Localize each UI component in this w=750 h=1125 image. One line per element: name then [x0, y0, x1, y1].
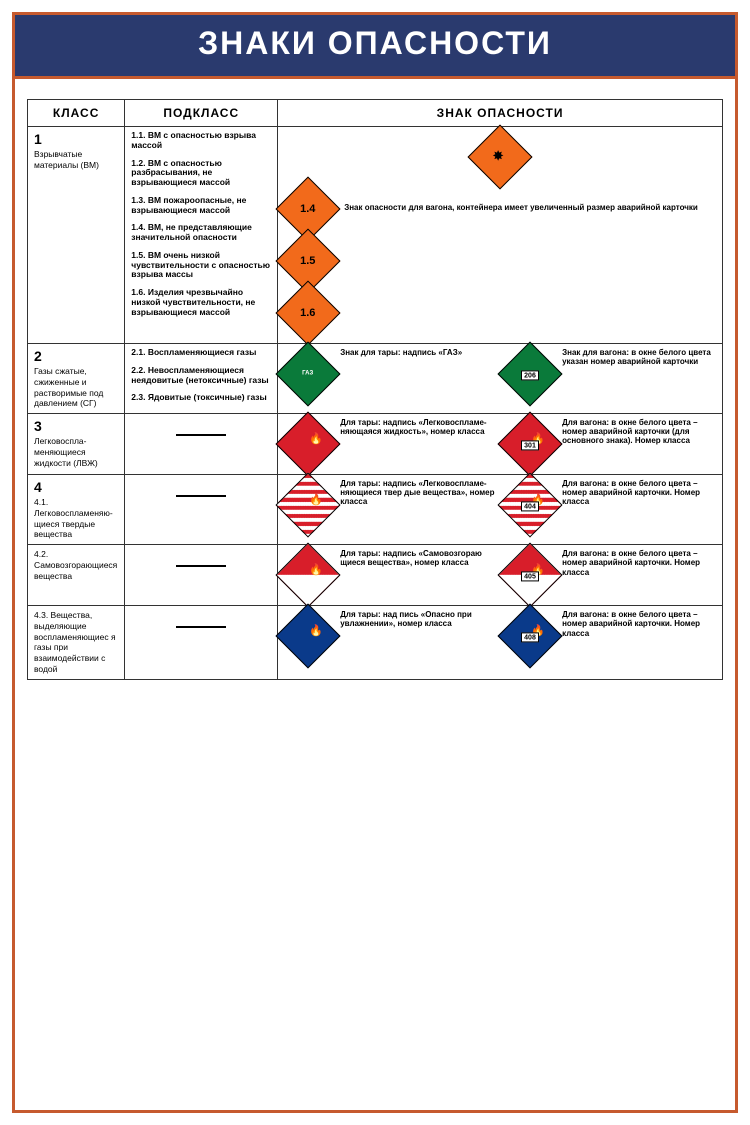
sign-text: Знак для тары: надпись «ГАЗ»	[340, 348, 496, 357]
class-cell: 4.3. Вещества, выделяющие воспламеняющие…	[28, 606, 125, 680]
class-description: 4.3. Вещества, выделяющие воспламеняющие…	[34, 610, 116, 674]
class-description: Газы сжатые, сжиженные и растворимые под…	[34, 366, 103, 408]
table-row: 4.3. Вещества, выделяющие воспламеняющие…	[28, 606, 723, 680]
dash-icon	[176, 626, 226, 628]
class-description: 4.1. Легковоспламеняю-щиеся твердые веще…	[34, 497, 113, 539]
subclass-cell	[125, 545, 278, 606]
signs-cell: 🔥 Для тары: надпись «Самовозгораю щиеся …	[278, 545, 723, 606]
signs-cell: 🔥 Для тары: надпись «Легковоспламе-няюща…	[278, 414, 723, 475]
poster-container: ЗНАКИ ОПАСНОСТИ КЛАСС ПОДКЛАСС ЗНАК ОПАС…	[12, 12, 738, 1113]
dash-icon	[176, 495, 226, 497]
class-cell: 3 Легковоспла-меняющиеся жидкости (ЛВЖ)	[28, 414, 125, 475]
sign-text: Для вагона: в окне белого цвета – номер …	[562, 479, 718, 507]
hazard-sign-spontaneous-combustion-wagon: 🔥405	[507, 552, 553, 598]
header-class: КЛАСС	[28, 100, 125, 127]
dash-icon	[176, 434, 226, 436]
sign-text: Для вагона: в окне белого цвета – номер …	[562, 610, 718, 638]
class-number: 1	[34, 131, 118, 147]
subclass-item: 1.5. ВМ очень низкой чувствительности с …	[131, 251, 271, 280]
hazard-sign-gas-wagon: 206	[507, 351, 553, 397]
class-number: 2	[34, 348, 118, 364]
subclass-cell	[125, 475, 278, 545]
poster-title: ЗНАКИ ОПАСНОСТИ	[15, 15, 735, 79]
subclass-item: 2.3. Ядовитые (токсичные) газы	[131, 393, 271, 403]
hazard-sign-flammable-solid: 🔥	[285, 482, 331, 528]
subclass-cell	[125, 414, 278, 475]
class-cell: 4.2. Самовозгорающиеся вещества	[28, 545, 125, 606]
hazard-sign-1-5: 1.5	[285, 238, 331, 284]
subclass-item: 1.6. Изделия чрезвычайно низкой чувствит…	[131, 288, 271, 317]
signs-cell: 🔥 Для тары: надпись «Легковоспламе-няющи…	[278, 475, 723, 545]
subclass-item: 1.2. ВМ с опасностью разбрасывания, не в…	[131, 159, 271, 188]
hazard-sign-flammable-liquid-wagon: 🔥301	[507, 421, 553, 467]
subclass-item: 2.2. Невоспламеняющиеся неядовитые (нето…	[131, 366, 271, 386]
hazard-sign-water-reactive: 🔥	[285, 613, 331, 659]
class-description: 4.2. Самовозгорающиеся вещества	[34, 549, 117, 581]
class-cell: 4 4.1. Легковоспламеняю-щиеся твердые ве…	[28, 475, 125, 545]
header-subclass: ПОДКЛАСС	[125, 100, 278, 127]
hazard-sign-flammable-liquid: 🔥	[285, 421, 331, 467]
subclass-item: 1.3. ВМ пожароопасные, не взрывающиеся м…	[131, 196, 271, 216]
header-sign: ЗНАК ОПАСНОСТИ	[278, 100, 723, 127]
hazard-sign-spontaneous-combustion: 🔥	[285, 552, 331, 598]
signs-cell: ГАЗ Знак для тары: надпись «ГАЗ» 206 Зна…	[278, 344, 723, 414]
class-number: 4	[34, 479, 118, 495]
sign-text: Для тары: надпись «Самовозгораю щиеся ве…	[340, 549, 496, 567]
subclass-item: 2.1. Воспламеняющиеся газы	[131, 348, 271, 358]
sign-text: Для вагона: в окне белого цвета – номер …	[562, 549, 718, 577]
table-row: 3 Легковоспла-меняющиеся жидкости (ЛВЖ) …	[28, 414, 723, 475]
hazard-sign-1-4: 1.4	[285, 186, 331, 232]
dash-icon	[176, 565, 226, 567]
table-row: 4 4.1. Легковоспламеняю-щиеся твердые ве…	[28, 475, 723, 545]
hazard-sign-1-6: 1.6	[285, 290, 331, 336]
class-description: Взрывчатые материалы (ВМ)	[34, 149, 99, 170]
table-row: 1 Взрывчатые материалы (ВМ) 1.1. ВМ с оп…	[28, 127, 723, 344]
class-cell: 1 Взрывчатые материалы (ВМ)	[28, 127, 125, 344]
subclass-item: 1.1. ВМ с опасностью взрыва массой	[131, 131, 271, 151]
signs-cell: 🔥 Для тары: над пись «Опасно при увлажне…	[278, 606, 723, 680]
sign-text: Для тары: надпись «Легковоспламе-няющаяс…	[340, 418, 496, 436]
row1-note: Знак опасности для вагона, контейнера им…	[344, 203, 698, 212]
hazard-table: КЛАСС ПОДКЛАСС ЗНАК ОПАСНОСТИ 1 Взрывчат…	[27, 99, 723, 680]
subclass-cell: 2.1. Воспламеняющиеся газы 2.2. Невоспла…	[125, 344, 278, 414]
signs-cell: ✸ 1.4 1.5	[278, 127, 723, 344]
class-description: Легковоспла-меняющиеся жидкости (ЛВЖ)	[34, 436, 98, 468]
sign-text: Для вагона: в окне белого цвета – номер …	[562, 418, 718, 446]
subclass-cell: 1.1. ВМ с опасностью взрыва массой 1.2. …	[125, 127, 278, 344]
sign-text: Знак для вагона: в окне белого цвета ука…	[562, 348, 718, 366]
hazard-sign-water-reactive-wagon: 🔥408	[507, 613, 553, 659]
hazard-sign-flammable-solid-wagon: 🔥404	[507, 482, 553, 528]
sign-text: Для тары: над пись «Опасно при увлажнени…	[340, 610, 496, 628]
table-row: 4.2. Самовозгорающиеся вещества 🔥 Для та…	[28, 545, 723, 606]
content-area: КЛАСС ПОДКЛАСС ЗНАК ОПАСНОСТИ 1 Взрывчат…	[15, 79, 735, 1110]
hazard-sign-explosive: ✸	[477, 134, 523, 180]
sign-text: Для тары: надпись «Легковоспламе-няющиес…	[340, 479, 496, 507]
hazard-sign-gas: ГАЗ	[285, 351, 331, 397]
table-row: 2 Газы сжатые, сжиженные и растворимые п…	[28, 344, 723, 414]
class-cell: 2 Газы сжатые, сжиженные и растворимые п…	[28, 344, 125, 414]
subclass-cell	[125, 606, 278, 680]
subclass-item: 1.4. ВМ, не представляющие значительной …	[131, 223, 271, 243]
class-number: 3	[34, 418, 118, 434]
